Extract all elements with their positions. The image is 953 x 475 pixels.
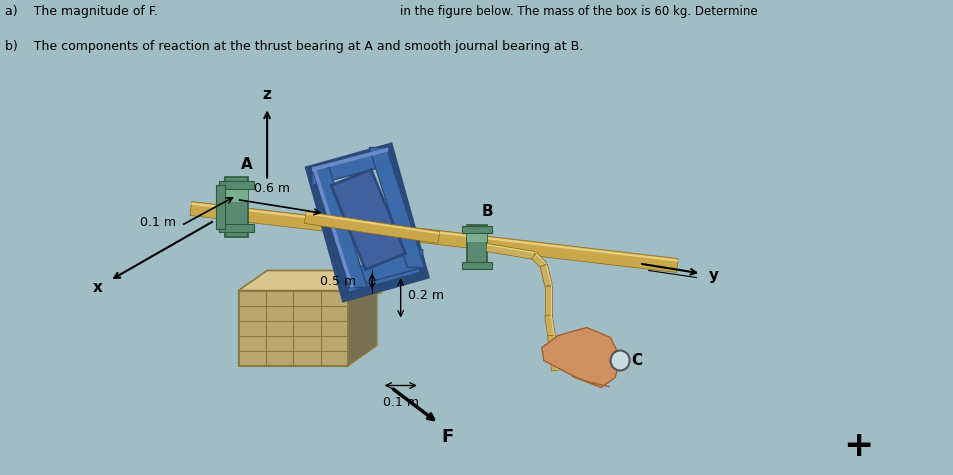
Polygon shape <box>312 168 367 287</box>
Bar <box>467 232 486 243</box>
Polygon shape <box>485 244 535 259</box>
Text: a)    The magnitude of F.: a) The magnitude of F. <box>5 5 158 18</box>
Bar <box>461 263 492 269</box>
Text: +: + <box>842 429 873 464</box>
Bar <box>215 186 225 229</box>
Polygon shape <box>312 148 388 171</box>
Bar <box>225 188 248 202</box>
Polygon shape <box>531 253 546 268</box>
Polygon shape <box>238 291 348 365</box>
Bar <box>225 178 248 238</box>
Text: B: B <box>481 205 493 219</box>
Polygon shape <box>304 211 439 244</box>
Circle shape <box>610 351 629 370</box>
Polygon shape <box>238 270 376 291</box>
Polygon shape <box>348 260 419 293</box>
Polygon shape <box>545 265 551 285</box>
Text: b)    The components of reaction at the thrust bearing at A and smooth journal b: b) The components of reaction at the thr… <box>5 40 582 53</box>
Bar <box>467 226 486 269</box>
Text: 0.1 m: 0.1 m <box>140 216 176 229</box>
Polygon shape <box>486 244 535 253</box>
Polygon shape <box>544 315 555 336</box>
Polygon shape <box>305 212 439 234</box>
Text: 0.1 m: 0.1 m <box>382 396 418 408</box>
Polygon shape <box>348 270 376 365</box>
Polygon shape <box>348 249 422 287</box>
Text: C: C <box>631 353 642 368</box>
Polygon shape <box>312 168 354 287</box>
Polygon shape <box>555 355 558 370</box>
Polygon shape <box>190 201 678 273</box>
Polygon shape <box>553 335 556 355</box>
Bar <box>219 181 253 190</box>
Polygon shape <box>331 170 405 269</box>
Polygon shape <box>550 285 551 315</box>
Polygon shape <box>550 315 554 335</box>
Polygon shape <box>369 148 424 267</box>
Polygon shape <box>539 265 552 286</box>
Text: 0.5 m: 0.5 m <box>319 275 355 288</box>
Text: y: y <box>708 268 718 283</box>
Bar <box>219 225 253 232</box>
Text: F: F <box>441 428 454 446</box>
Polygon shape <box>374 291 375 293</box>
Polygon shape <box>536 253 545 264</box>
Text: A: A <box>241 158 253 172</box>
Polygon shape <box>314 152 386 184</box>
Polygon shape <box>541 327 619 388</box>
Polygon shape <box>544 285 552 315</box>
Polygon shape <box>312 148 388 186</box>
Bar <box>461 227 492 234</box>
Polygon shape <box>549 355 558 371</box>
Polygon shape <box>373 291 380 293</box>
Polygon shape <box>547 335 557 356</box>
Text: z: z <box>262 87 272 103</box>
Text: 0.6 m: 0.6 m <box>253 182 290 196</box>
Text: in the figure below. The mass of the box is 60 kg. Determine: in the figure below. The mass of the box… <box>399 5 757 18</box>
Polygon shape <box>191 202 678 262</box>
Text: x: x <box>92 280 102 295</box>
Text: 0.2 m: 0.2 m <box>408 289 444 302</box>
